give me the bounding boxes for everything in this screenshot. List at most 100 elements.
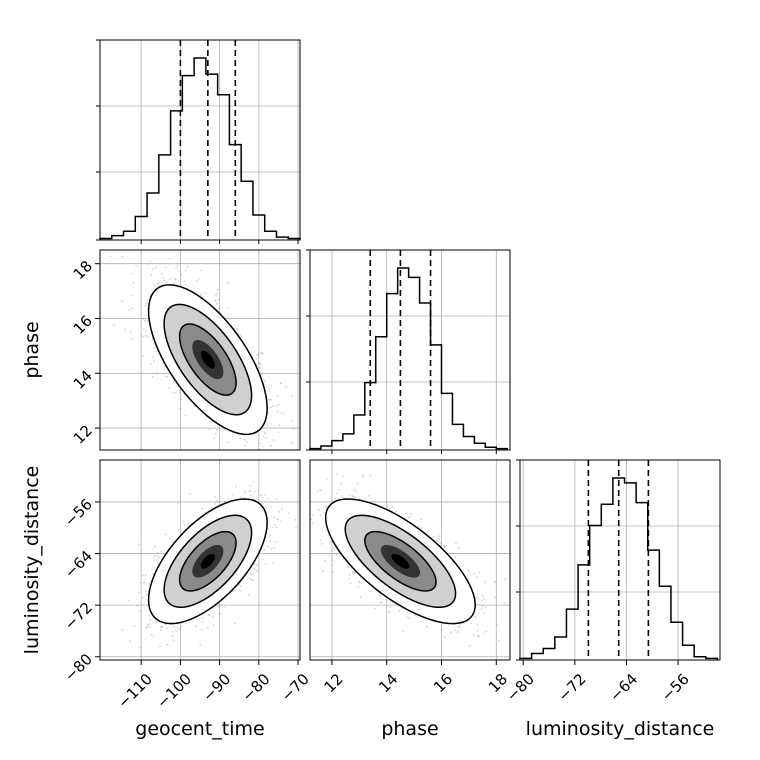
scatter-point [173, 282, 175, 285]
scatter-point [227, 441, 230, 443]
scatter-point [398, 609, 401, 612]
scatter-point [254, 490, 257, 493]
scatter-point [249, 572, 252, 575]
scatter-point [480, 608, 483, 610]
scatter-point [184, 414, 187, 417]
scatter-point [132, 281, 135, 284]
scatter-point [294, 518, 297, 521]
scatter-point [456, 631, 459, 633]
scatter-point [379, 601, 382, 604]
scatter-point [139, 581, 142, 584]
scatter-point [322, 512, 325, 514]
scatter-point [244, 444, 247, 447]
scatter-point [261, 445, 264, 448]
scatter-point [485, 630, 488, 633]
scatter-point [379, 594, 382, 597]
scatter-point [250, 494, 253, 497]
scatter-point [269, 534, 272, 536]
scatter-point [214, 294, 217, 297]
scatter-point [152, 635, 155, 638]
scatter-point [140, 305, 142, 308]
scatter-point [320, 488, 322, 491]
scatter-point [277, 431, 280, 434]
scatter-point [349, 582, 352, 584]
scatter-point [219, 612, 222, 615]
scatter-point [476, 576, 478, 578]
scatter-point [275, 405, 278, 408]
scatter-point [457, 547, 460, 550]
scatter-point [150, 633, 153, 636]
scatter-point [243, 438, 246, 441]
scatter-point [401, 608, 404, 611]
scatter-point [255, 358, 258, 361]
scatter-point [273, 547, 275, 549]
density-fill-peak [200, 553, 215, 569]
scatter-point [146, 623, 149, 626]
scatter-point [270, 506, 273, 509]
density-panel-geocent-time-vs-phase [99, 249, 301, 451]
scatter-point [158, 556, 160, 559]
scatter-point [207, 614, 210, 617]
scatter-point [130, 338, 133, 341]
scatter-point [295, 526, 298, 529]
scatter-point [139, 646, 142, 649]
scatter-point [273, 523, 276, 526]
scatter-point [271, 526, 274, 529]
scatter-point [208, 428, 211, 431]
scatter-point [174, 629, 177, 632]
scatter-point [355, 490, 358, 493]
scatter-point [162, 277, 165, 279]
scatter-point [263, 494, 266, 496]
scatter-point [124, 328, 127, 331]
scatter-point [335, 492, 338, 495]
x-axis-label-luminosity-distance: luminosity_distance [526, 718, 715, 740]
scatter-point [227, 497, 230, 499]
scatter-point [201, 616, 204, 619]
scatter-point [283, 413, 285, 415]
scatter-point [131, 307, 134, 310]
scatter-point [438, 538, 440, 541]
scatter-point [474, 616, 477, 618]
scatter-point [359, 498, 361, 500]
scatter-point [198, 277, 201, 280]
scatter-point [184, 622, 187, 625]
scatter-point [275, 498, 278, 500]
scatter-point [269, 444, 272, 447]
scatter-point [219, 603, 222, 606]
scatter-point [216, 292, 218, 295]
scatter-point [503, 602, 506, 605]
scatter-point [159, 629, 162, 631]
scatter-point [160, 626, 163, 628]
scatter-point [317, 509, 320, 511]
scatter-point [256, 563, 259, 566]
panel-frame [99, 249, 301, 451]
scatter-point [420, 527, 423, 529]
scatter-point [353, 488, 356, 491]
scatter-point [493, 580, 496, 583]
scatter-point [473, 572, 476, 575]
scatter-point [154, 554, 157, 557]
scatter-point [257, 353, 260, 355]
scatter-point [182, 520, 185, 523]
scatter-point [263, 431, 266, 434]
scatter-point [259, 362, 261, 365]
panel-frame [519, 459, 721, 661]
scatter-point [374, 607, 376, 610]
scatter-point [402, 630, 405, 633]
scatter-point [166, 643, 169, 646]
scatter-point [211, 615, 214, 618]
panel-frame [309, 249, 511, 451]
scatter-point [156, 372, 159, 375]
scatter-point [279, 382, 282, 385]
scatter-point [215, 428, 218, 431]
scatter-point [138, 591, 141, 594]
scatter-point [157, 282, 160, 285]
x-axis-label-phase: phase [381, 718, 438, 740]
scatter-point [493, 581, 496, 583]
scatter-point [153, 284, 156, 287]
scatter-point [341, 475, 344, 478]
scatter-point [362, 474, 365, 476]
scatter-point [159, 281, 161, 284]
scatter-point [164, 624, 167, 626]
scatter-point [325, 505, 328, 508]
